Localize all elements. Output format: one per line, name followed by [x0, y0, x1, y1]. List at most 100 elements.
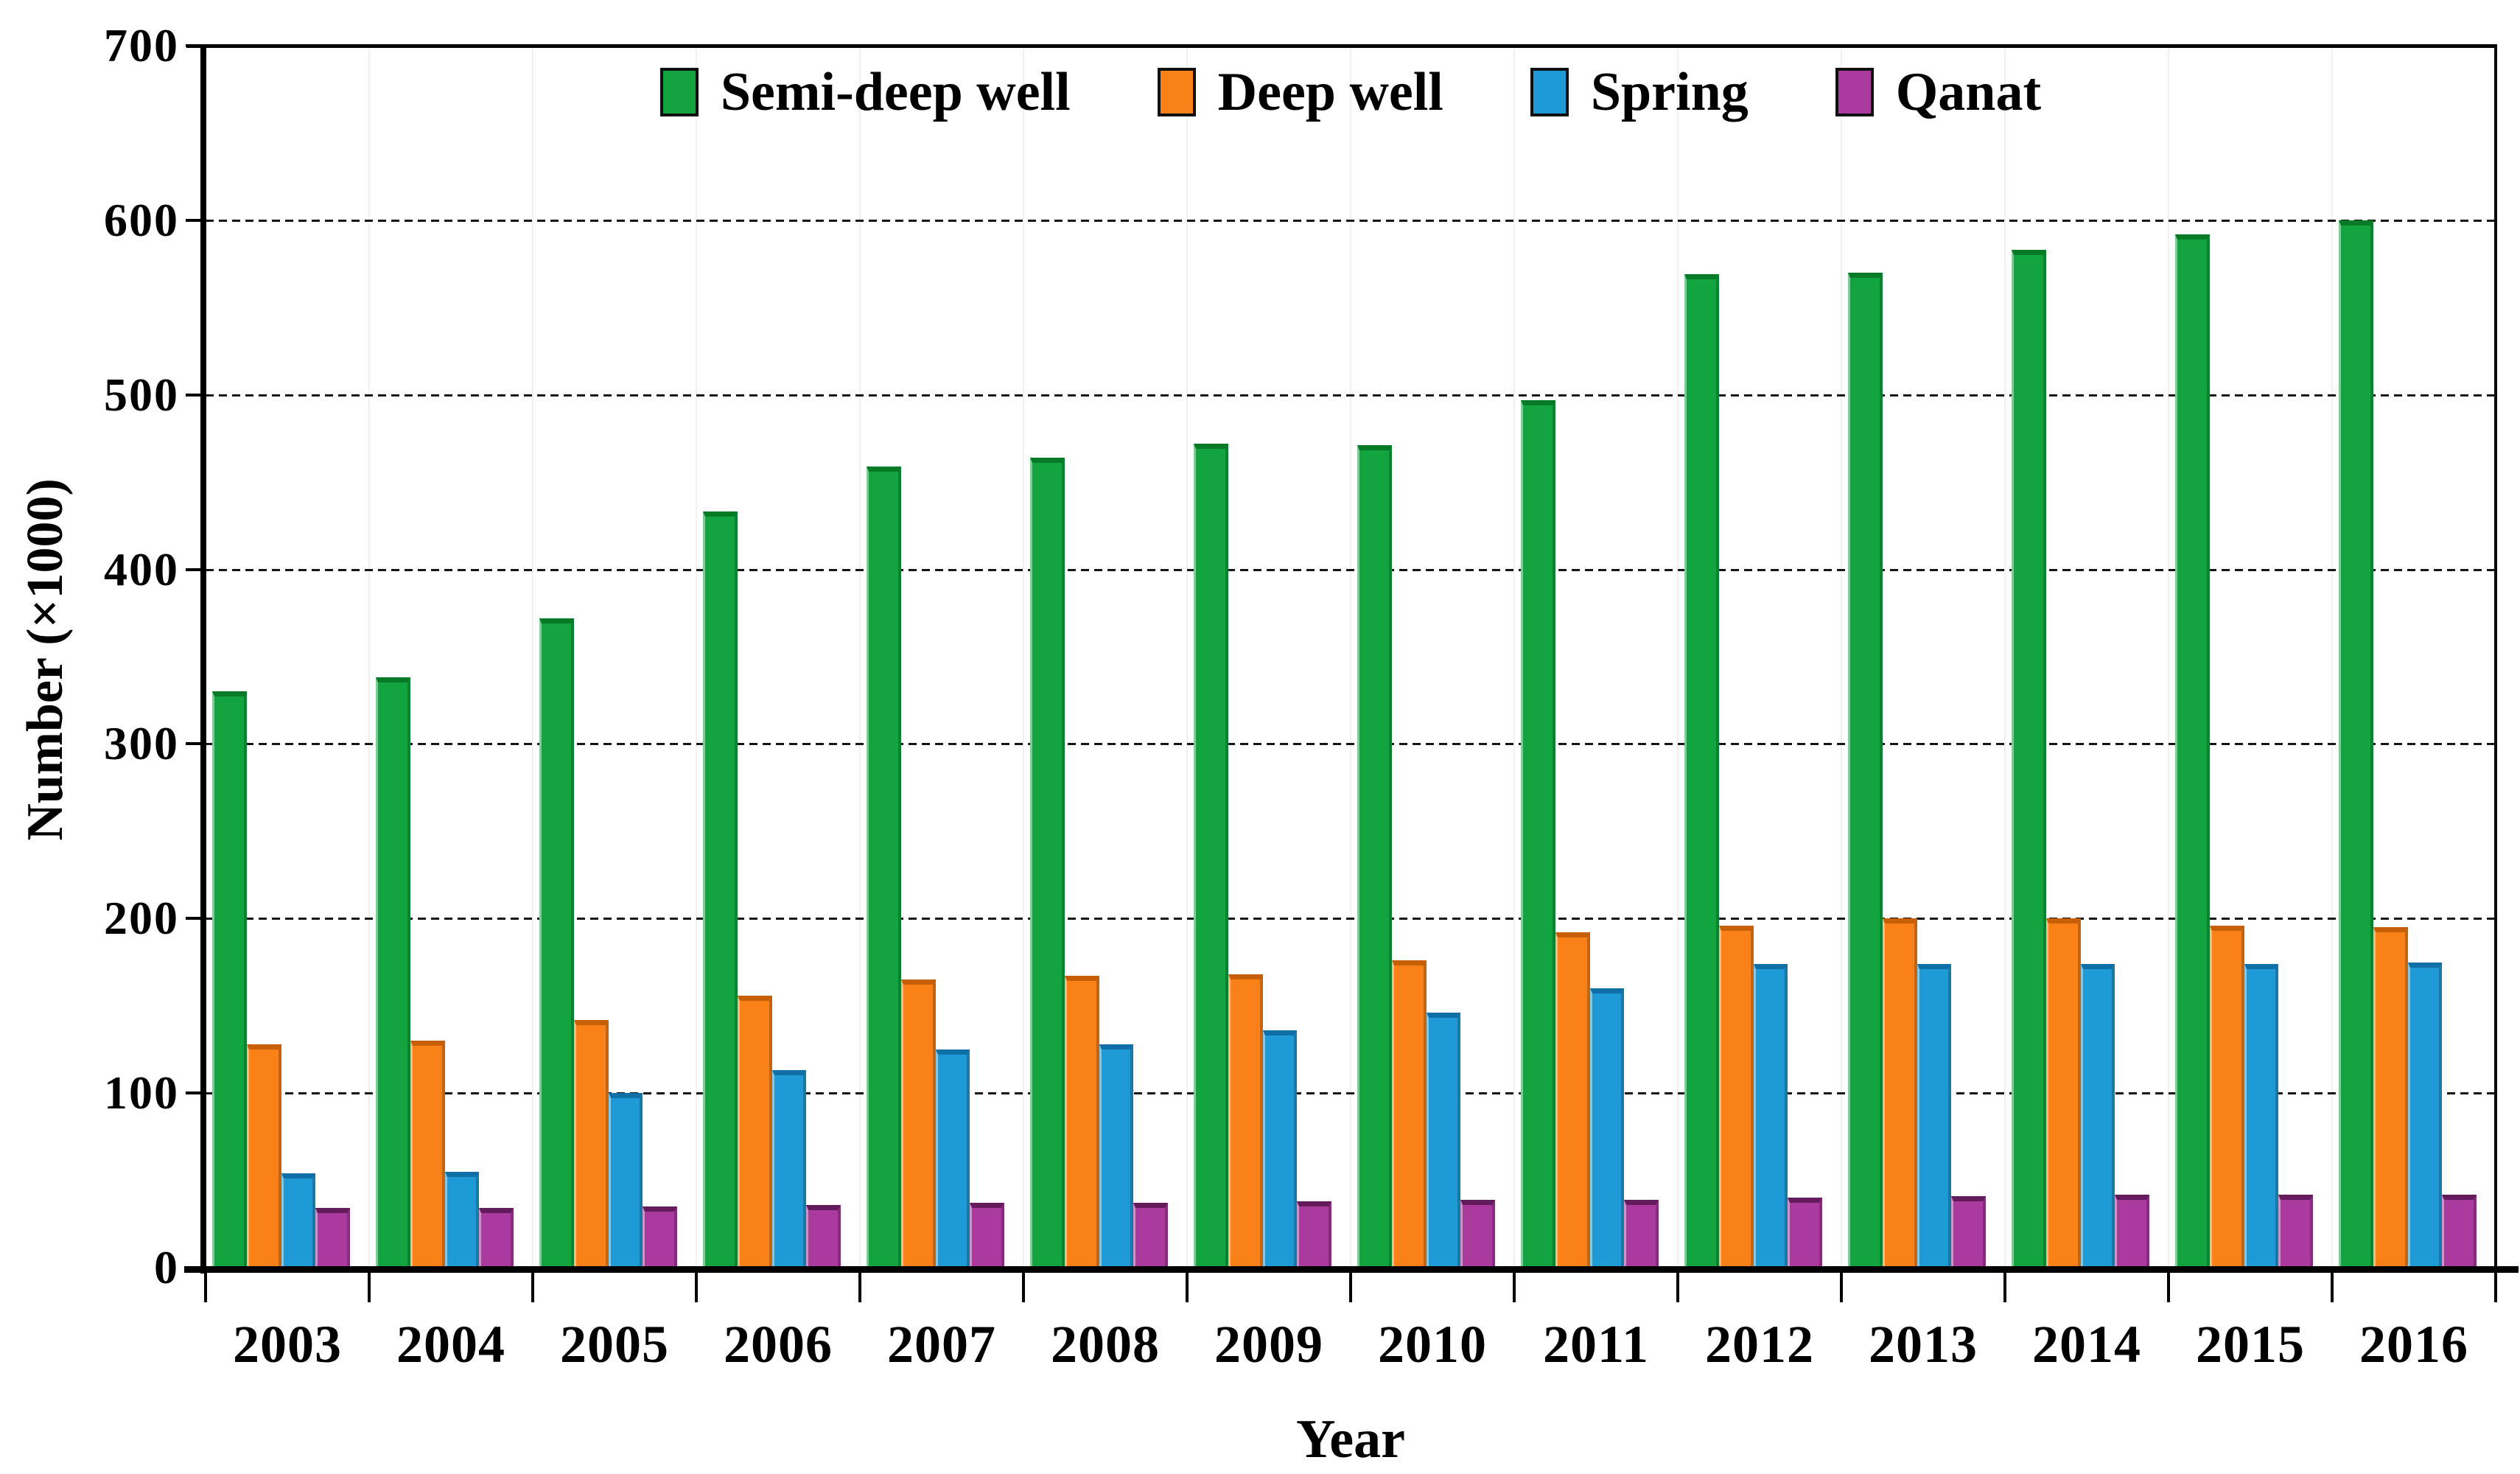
y-tick-mark-400 [186, 567, 206, 571]
x-tick-mark-11 [2003, 1271, 2006, 1302]
year-group-2014 [2005, 46, 2169, 1268]
gridline-100 [206, 1092, 2496, 1095]
x-axis-label-2003: 2003 [233, 1315, 342, 1374]
year-group-2004 [369, 46, 533, 1268]
x-axis-label-2014: 2014 [2032, 1315, 2141, 1374]
y-tick-label-500: 500 [104, 368, 179, 421]
x-tick-mark-4 [858, 1271, 861, 1302]
bar-spring-2009 [1262, 1030, 1298, 1268]
year-group-2006 [696, 46, 860, 1268]
legend-label: Spring [1590, 62, 1749, 122]
legend-label: Deep well [1217, 62, 1443, 122]
year-group-2016 [2332, 46, 2496, 1268]
bar-deep-well-2016 [2373, 927, 2408, 1268]
x-tick-mark-12 [2167, 1271, 2170, 1302]
bar-spring-2012 [1753, 963, 1788, 1268]
x-axis-label-2005: 2005 [560, 1315, 669, 1374]
gridline-300 [206, 743, 2496, 746]
plot-border-right [2494, 46, 2497, 1269]
year-group-2013 [1841, 46, 2005, 1268]
group-separator [1513, 46, 1515, 1268]
x-tick-mark-2 [531, 1271, 534, 1302]
x-axis-label-2013: 2013 [1869, 1315, 1978, 1374]
y-tick-mark-700 [186, 44, 206, 47]
bar-semi-deep-well-2012 [1684, 274, 1719, 1268]
bar-qanat-2003 [315, 1208, 350, 1268]
bar-qanat-2004 [479, 1208, 514, 1268]
year-group-2003 [206, 46, 369, 1268]
y-tick-mark-600 [186, 218, 206, 222]
x-axis-label-2011: 2011 [1542, 1315, 1650, 1374]
bar-semi-deep-well-2005 [539, 618, 574, 1268]
y-tick-label-700: 700 [104, 19, 179, 71]
y-tick-label-600: 600 [104, 193, 179, 246]
legend-label: Semi-deep well [720, 62, 1071, 122]
y-tick-label-300: 300 [104, 717, 179, 770]
legend-label: Qanat [1895, 62, 2042, 122]
x-axis-label-2008: 2008 [1051, 1315, 1160, 1374]
gridline-400 [206, 568, 2496, 571]
y-tick-mark-300 [186, 742, 206, 746]
gridline-600 [206, 219, 2496, 222]
y-tick-mark-0 [186, 1266, 206, 1269]
bar-deep-well-2006 [737, 995, 772, 1268]
x-axis-line [184, 1266, 2519, 1273]
x-axis-label-2007: 2007 [887, 1315, 996, 1374]
bar-semi-deep-well-2010 [1357, 445, 1392, 1268]
legend-item-qanat: Qanat [1835, 65, 2041, 119]
bar-qanat-2008 [1133, 1203, 1168, 1268]
x-axis-label-2012: 2012 [1705, 1315, 1814, 1374]
bar-spring-2013 [1917, 963, 1952, 1268]
bar-deep-well-2012 [1718, 925, 1754, 1268]
bar-semi-deep-well-2007 [867, 466, 901, 1268]
x-axis-label-2010: 2010 [1378, 1315, 1487, 1374]
bar-spring-2011 [1589, 988, 1625, 1268]
bar-semi-deep-well-2016 [2339, 220, 2373, 1268]
x-tick-mark-10 [1840, 1271, 1843, 1302]
legend-item-deep-well: Deep well [1157, 62, 1443, 122]
bar-deep-well-2007 [900, 979, 936, 1268]
bar-spring-2004 [444, 1171, 480, 1268]
x-tick-mark-13 [2331, 1271, 2334, 1302]
legend-item-spring: Spring [1530, 65, 1749, 119]
group-separator [2004, 46, 2006, 1268]
group-separator [1023, 46, 1024, 1268]
x-tick-mark-8 [1513, 1271, 1516, 1302]
bar-spring-2015 [2244, 963, 2279, 1268]
x-axis-label-2006: 2006 [724, 1315, 833, 1374]
bar-qanat-2009 [1297, 1201, 1331, 1268]
legend: Semi-deep well Deep well Spring Qanat [206, 65, 2496, 119]
x-tick-mark-3 [695, 1271, 698, 1302]
group-separator [2168, 46, 2169, 1268]
year-group-2005 [533, 46, 696, 1268]
bar-deep-well-2003 [246, 1044, 281, 1268]
y-tick-mark-200 [186, 917, 206, 921]
x-tick-mark-5 [1022, 1271, 1025, 1302]
group-separator [696, 46, 697, 1268]
bar-spring-2014 [2080, 963, 2115, 1268]
bars-layer [206, 46, 2496, 1268]
y-tick-label-100: 100 [104, 1066, 179, 1120]
group-separator [1841, 46, 1842, 1268]
plot-area: Semi-deep well Deep well Spring Qanat [184, 44, 2519, 1274]
bar-deep-well-2014 [2045, 918, 2081, 1268]
bar-qanat-2016 [2442, 1194, 2477, 1268]
y-tick-label-200: 200 [104, 892, 179, 945]
bar-deep-well-2005 [573, 1019, 609, 1268]
y-tick-mark-100 [186, 1091, 206, 1095]
x-axis-title: Year [1296, 1409, 1405, 1470]
bar-semi-deep-well-2015 [2175, 234, 2210, 1268]
y-axis-title: Number (×1000) [17, 478, 74, 841]
bar-deep-well-2013 [1882, 918, 1917, 1268]
bar-spring-2010 [1426, 1013, 1461, 1268]
year-group-2007 [860, 46, 1023, 1268]
x-axis-labels: 2003 2004 2005 2006 2007 2008 2009 2010 2011 2012… [206, 1318, 2496, 1371]
bar-spring-2005 [608, 1093, 643, 1268]
bar-deep-well-2011 [1555, 932, 1590, 1268]
bar-semi-deep-well-2011 [1521, 399, 1555, 1268]
bar-qanat-2006 [806, 1204, 841, 1268]
bar-qanat-2014 [2115, 1194, 2149, 1268]
bar-qanat-2005 [643, 1206, 677, 1268]
year-group-2010 [1351, 46, 1514, 1268]
